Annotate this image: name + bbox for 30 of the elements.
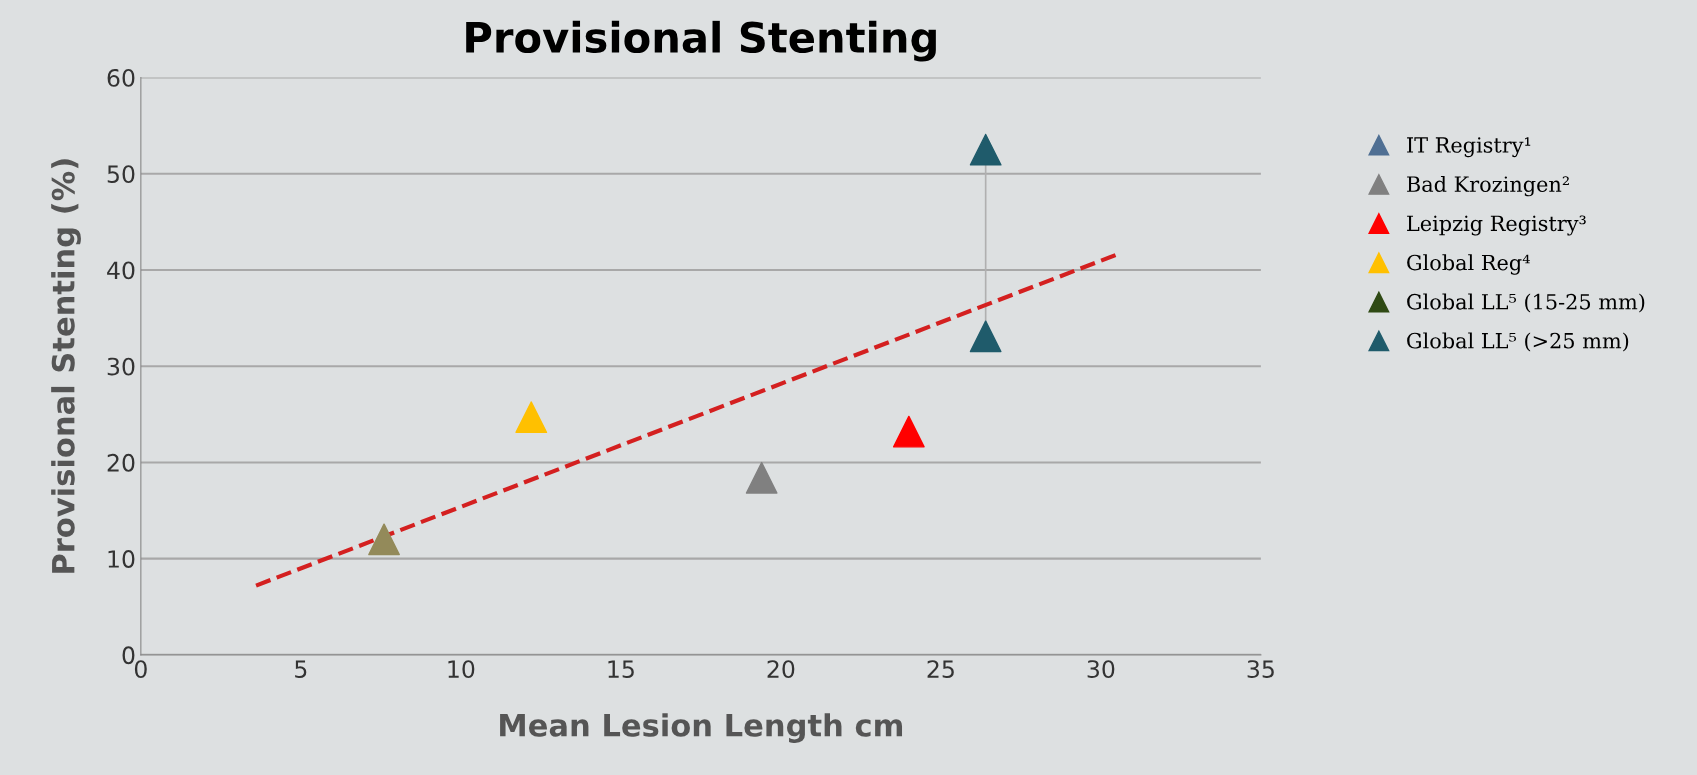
- point: [745, 461, 778, 494]
- y-axis-title: Provisional Stenting (%): [51, 159, 81, 573]
- point: [368, 523, 400, 556]
- chart-title: Provisional Stenting: [466, 20, 936, 62]
- legend-label: IT Registry¹: [1407, 137, 1531, 158]
- legend-label: Bad Krozingen²: [1407, 175, 1569, 197]
- y-tick-label: 30: [107, 357, 135, 376]
- x-tick-label: 35: [1247, 660, 1274, 679]
- x-tick-label: 5: [295, 660, 307, 679]
- y-tick-label: 0: [122, 646, 135, 665]
- x-tick-label: 0: [134, 660, 147, 679]
- x-tick-label: 10: [448, 660, 475, 679]
- y-tick-label: 10: [108, 550, 135, 568]
- legend-label: Global LL⁵ (>25 mm): [1407, 332, 1629, 352]
- point: [969, 133, 1002, 166]
- legend-label: Global Reg⁴: [1407, 254, 1530, 275]
- legend-label: Leipzig Registry³: [1407, 215, 1586, 236]
- y-tick-label: 40: [107, 261, 135, 280]
- y-tick-label: 50: [107, 165, 135, 184]
- point: [969, 320, 1002, 353]
- x-axis-title: Mean Lesion Length cm: [500, 713, 903, 743]
- legend-label: Global LL⁵ (15-25 mm): [1407, 293, 1645, 313]
- x-tick-label: 20: [767, 660, 795, 679]
- x-tick-label: 15: [608, 660, 634, 679]
- y-tick-label: 20: [107, 453, 135, 472]
- point: [892, 415, 925, 448]
- point: [515, 401, 548, 434]
- x-tick-label: 25: [927, 660, 954, 679]
- y-tick-label: 60: [107, 68, 135, 87]
- x-tick-label: 30: [1087, 660, 1115, 679]
